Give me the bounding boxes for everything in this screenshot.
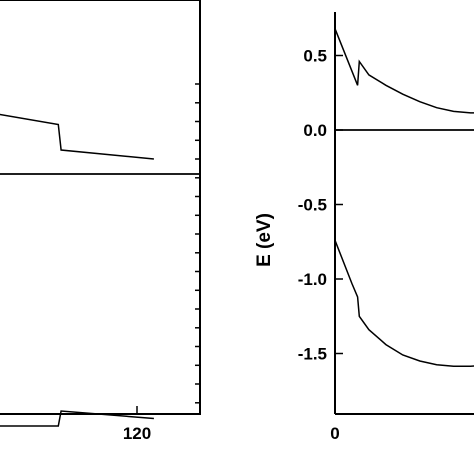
x-tick-label: 0 xyxy=(330,424,339,443)
left-panel: 120 xyxy=(0,0,201,443)
left-curves xyxy=(0,113,200,427)
y-tick-label: -1.5 xyxy=(298,345,327,364)
y-tick-label: -0.5 xyxy=(298,196,327,215)
series-line-1 xyxy=(334,240,474,367)
right-y-axis-title: E (eV) xyxy=(254,213,275,267)
y-tick-label: 0.0 xyxy=(303,121,327,140)
y-tick-label: -1.0 xyxy=(298,270,327,289)
left-ticks: 120 xyxy=(123,83,200,443)
series-line-0 xyxy=(0,113,154,160)
y-tick-label: 0.5 xyxy=(303,47,327,66)
left-plot-frame xyxy=(0,0,201,415)
right-curves xyxy=(334,28,474,367)
series-line-0 xyxy=(334,28,474,114)
right-panel: 0 0.5 0.0 -0.5 -1.0 -1.5 E (eV) xyxy=(254,12,474,443)
x-tick-label: 120 xyxy=(123,424,151,443)
